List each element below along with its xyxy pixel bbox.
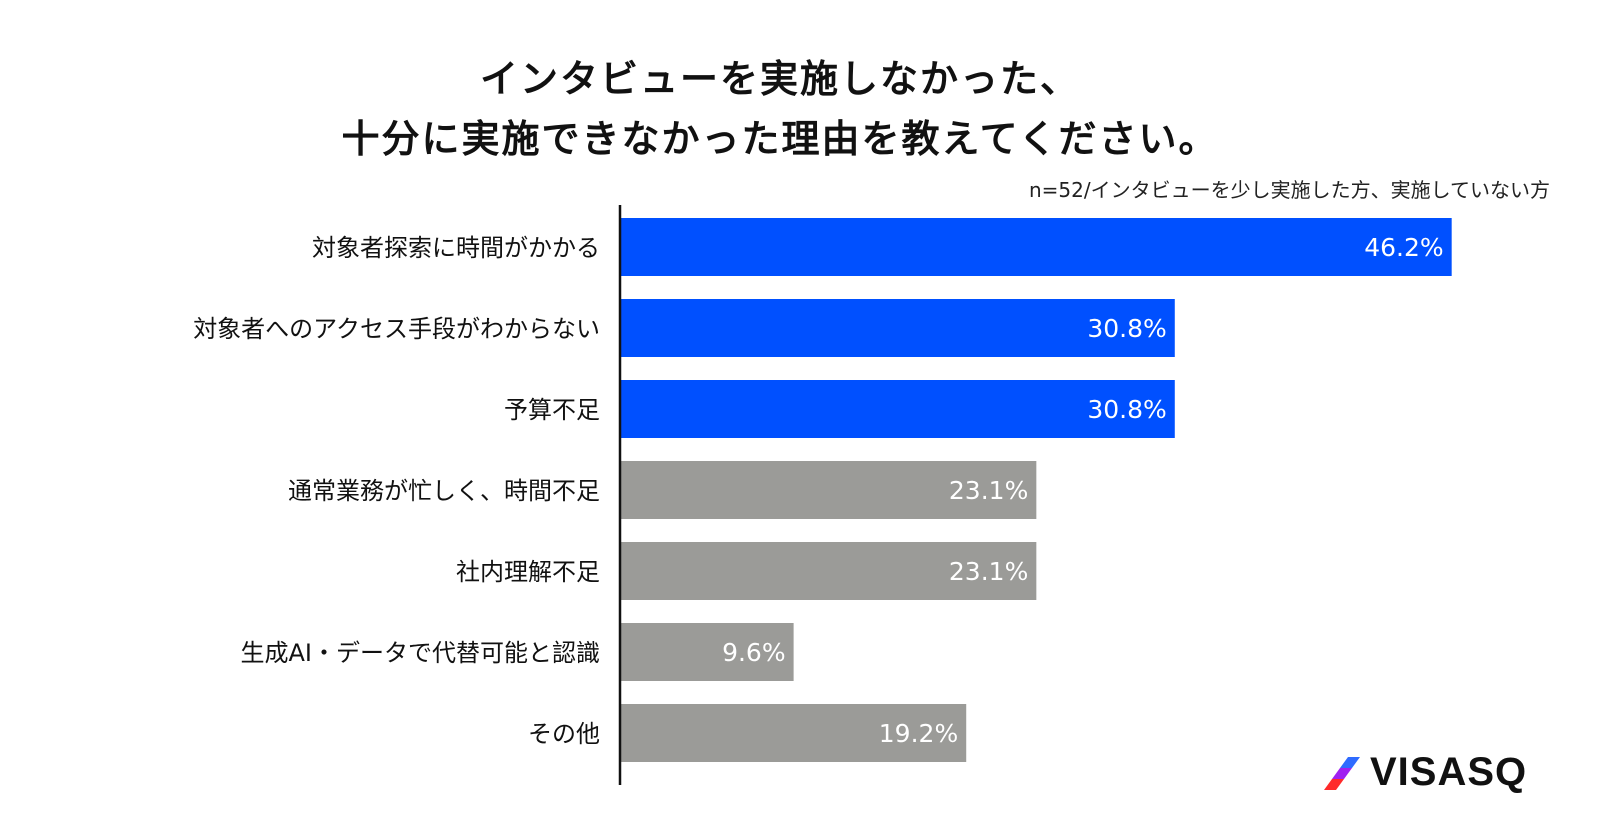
data-label: 23.1% bbox=[949, 557, 1028, 586]
category-label: その他 bbox=[528, 720, 600, 748]
bar bbox=[621, 299, 1175, 357]
data-label: 23.1% bbox=[949, 476, 1028, 505]
logo-text: VISASQ bbox=[1370, 750, 1528, 794]
bar bbox=[621, 380, 1175, 438]
category-label: 予算不足 bbox=[504, 396, 600, 424]
category-label: 社内理解不足 bbox=[456, 558, 600, 586]
bar bbox=[621, 542, 1037, 600]
category-label: 対象者へのアクセス手段がわからない bbox=[193, 315, 600, 343]
sample-note: n=52/インタビューを少し実施した方、実施していない方 bbox=[1028, 178, 1550, 202]
logo-mark-icon bbox=[1324, 756, 1360, 790]
bar bbox=[621, 704, 967, 762]
chart-title-line-1: インタビューを実施しなかった、 bbox=[479, 57, 1080, 101]
chart-title-line-2: 十分に実施できなかった理由を教えてください。 bbox=[341, 117, 1219, 161]
data-label: 30.8% bbox=[1087, 395, 1166, 424]
data-label: 30.8% bbox=[1087, 314, 1166, 343]
data-label: 19.2% bbox=[879, 719, 958, 748]
category-label: 対象者探索に時間がかかる bbox=[312, 234, 600, 262]
bar bbox=[621, 461, 1037, 519]
category-label: 生成AI・データで代替可能と認識 bbox=[241, 639, 601, 667]
data-label: 46.2% bbox=[1364, 233, 1443, 262]
bar bbox=[621, 623, 794, 681]
visasq-logo: VISASQ bbox=[1320, 750, 1527, 795]
data-label: 9.6% bbox=[722, 638, 786, 667]
category-label: 通常業務が忙しく、時間不足 bbox=[288, 477, 600, 505]
bar bbox=[621, 218, 1452, 276]
